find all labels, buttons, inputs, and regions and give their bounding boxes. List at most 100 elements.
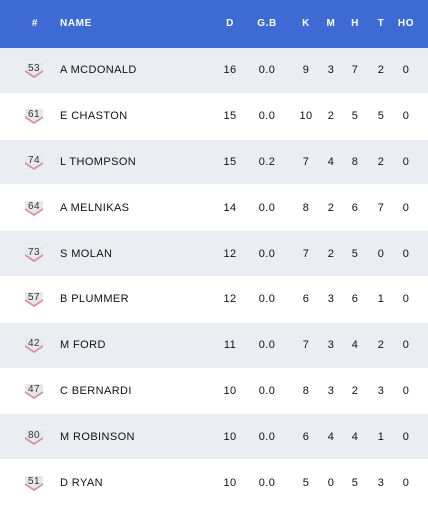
table-row[interactable]: 74 L THOMPSON 15 0.2 7 4 8 2 0 <box>0 139 428 186</box>
stat-tackles: 2 <box>377 155 385 168</box>
table-row[interactable]: 80 M ROBINSON 10 0.0 6 4 4 1 0 <box>0 414 428 461</box>
stat-handballs: 8 <box>351 155 359 168</box>
stat-marks: 3 <box>327 384 335 397</box>
stat-gb: 0.0 <box>258 476 276 489</box>
header-marks[interactable]: M <box>326 17 336 29</box>
stat-tackles: 3 <box>377 476 385 489</box>
stat-handballs: 4 <box>351 430 359 443</box>
player-name[interactable]: S MOLAN <box>60 247 113 260</box>
header-name[interactable]: NAME <box>60 17 92 29</box>
player-name[interactable]: M FORD <box>60 339 106 352</box>
jersey-icon: 57 <box>24 291 44 308</box>
stat-marks: 2 <box>327 110 335 123</box>
table-row[interactable]: 61 E CHASTON 15 0.0 10 2 5 5 0 <box>0 93 428 140</box>
stat-handballs: 5 <box>351 110 359 123</box>
table-row[interactable]: 53 A MCDONALD 16 0.0 9 3 7 2 0 <box>0 48 428 94</box>
player-number: 61 <box>28 109 40 121</box>
header-tackles[interactable]: T <box>377 17 385 29</box>
jersey-icon: 64 <box>24 200 44 216</box>
jersey-icon: 51 <box>24 475 44 491</box>
stat-disposals: 10 <box>223 476 237 489</box>
stat-disposals: 11 <box>223 339 237 352</box>
table-row[interactable]: 73 S MOLAN 12 0.0 7 2 5 0 0 <box>0 231 428 277</box>
stat-kicks: 9 <box>302 64 310 77</box>
stat-kicks: 6 <box>302 430 310 443</box>
stat-marks: 3 <box>327 64 335 77</box>
stat-gb: 0.2 <box>258 155 276 168</box>
player-number: 53 <box>28 63 40 75</box>
stat-kicks: 7 <box>302 339 310 352</box>
player-number: 57 <box>28 292 40 304</box>
player-number: 74 <box>28 154 40 166</box>
stat-tackles: 1 <box>377 430 385 443</box>
stat-gb: 0.0 <box>258 110 276 123</box>
header-disposals[interactable]: D <box>226 17 234 29</box>
stat-tackles: 2 <box>377 339 385 352</box>
stat-handballs: 7 <box>351 64 359 77</box>
player-number: 73 <box>28 246 40 258</box>
table-row[interactable]: 57 B PLUMMER 12 0.0 6 3 6 1 0 <box>0 276 428 323</box>
stat-marks: 0 <box>327 476 335 489</box>
header-hitouts[interactable]: HO <box>397 17 415 29</box>
stat-disposals: 16 <box>223 64 237 77</box>
jersey-icon: 74 <box>24 154 44 170</box>
stat-marks: 2 <box>327 201 335 214</box>
stat-hitouts: 0 <box>402 247 410 260</box>
stat-tackles: 3 <box>377 384 385 397</box>
jersey-icon: 80 <box>24 429 44 445</box>
stat-disposals: 10 <box>223 430 237 443</box>
stat-gb: 0.0 <box>258 384 276 397</box>
stat-kicks: 6 <box>302 293 310 306</box>
player-number: 42 <box>28 338 40 350</box>
stat-handballs: 6 <box>351 293 359 306</box>
player-number: 51 <box>28 475 40 487</box>
stat-gb: 0.0 <box>258 430 276 443</box>
stat-tackles: 5 <box>377 110 385 123</box>
table-row[interactable]: 47 C BERNARDI 10 0.0 8 3 2 3 0 <box>0 368 428 415</box>
stat-disposals: 10 <box>223 384 237 397</box>
stat-kicks: 7 <box>302 155 310 168</box>
jersey-icon: 42 <box>24 337 44 354</box>
stat-handballs: 5 <box>351 247 359 260</box>
player-number: 80 <box>28 429 40 441</box>
stat-gb: 0.0 <box>258 339 276 352</box>
table-row[interactable]: 64 A MELNIKAS 14 0.0 8 2 6 7 0 <box>0 185 428 232</box>
stat-handballs: 4 <box>351 339 359 352</box>
header-kicks[interactable]: K <box>302 17 310 29</box>
player-name[interactable]: B PLUMMER <box>60 293 129 306</box>
stat-tackles: 1 <box>377 293 385 306</box>
player-number: 47 <box>28 383 40 395</box>
stat-hitouts: 0 <box>402 155 410 168</box>
stat-gb: 0.0 <box>258 247 276 260</box>
stat-kicks: 7 <box>302 247 310 260</box>
stat-hitouts: 0 <box>402 339 410 352</box>
player-name[interactable]: A MELNIKAS <box>60 201 130 214</box>
header-gb[interactable]: G.B <box>257 17 277 29</box>
player-name[interactable]: L THOMPSON <box>60 155 137 168</box>
stat-kicks: 8 <box>302 384 310 397</box>
stat-handballs: 2 <box>351 384 359 397</box>
jersey-icon: 53 <box>24 62 44 79</box>
table-row[interactable]: 42 M FORD 11 0.0 7 3 4 2 0 <box>0 322 428 369</box>
stat-tackles: 0 <box>377 247 385 260</box>
stat-disposals: 15 <box>223 110 237 123</box>
stat-disposals: 14 <box>223 201 237 214</box>
stat-disposals: 12 <box>223 247 237 260</box>
stat-hitouts: 0 <box>402 384 410 397</box>
player-name[interactable]: M ROBINSON <box>60 430 135 443</box>
header-handballs[interactable]: H <box>351 17 359 29</box>
stat-marks: 3 <box>327 293 335 306</box>
player-name[interactable]: A MCDONALD <box>60 64 137 77</box>
table-header: # NAME D G.B K M H T HO <box>0 0 428 48</box>
player-name[interactable]: C BERNARDI <box>60 384 132 397</box>
header-number[interactable]: # <box>31 17 39 29</box>
table-row[interactable]: 51 D RYAN 10 0.0 5 0 5 3 0 <box>0 460 428 506</box>
stat-disposals: 12 <box>223 293 237 306</box>
stat-handballs: 5 <box>351 476 359 489</box>
jersey-icon: 73 <box>24 246 44 262</box>
player-name[interactable]: D RYAN <box>60 476 103 489</box>
player-number: 64 <box>28 200 40 212</box>
stat-handballs: 6 <box>351 201 359 214</box>
player-name[interactable]: E CHASTON <box>60 110 128 123</box>
